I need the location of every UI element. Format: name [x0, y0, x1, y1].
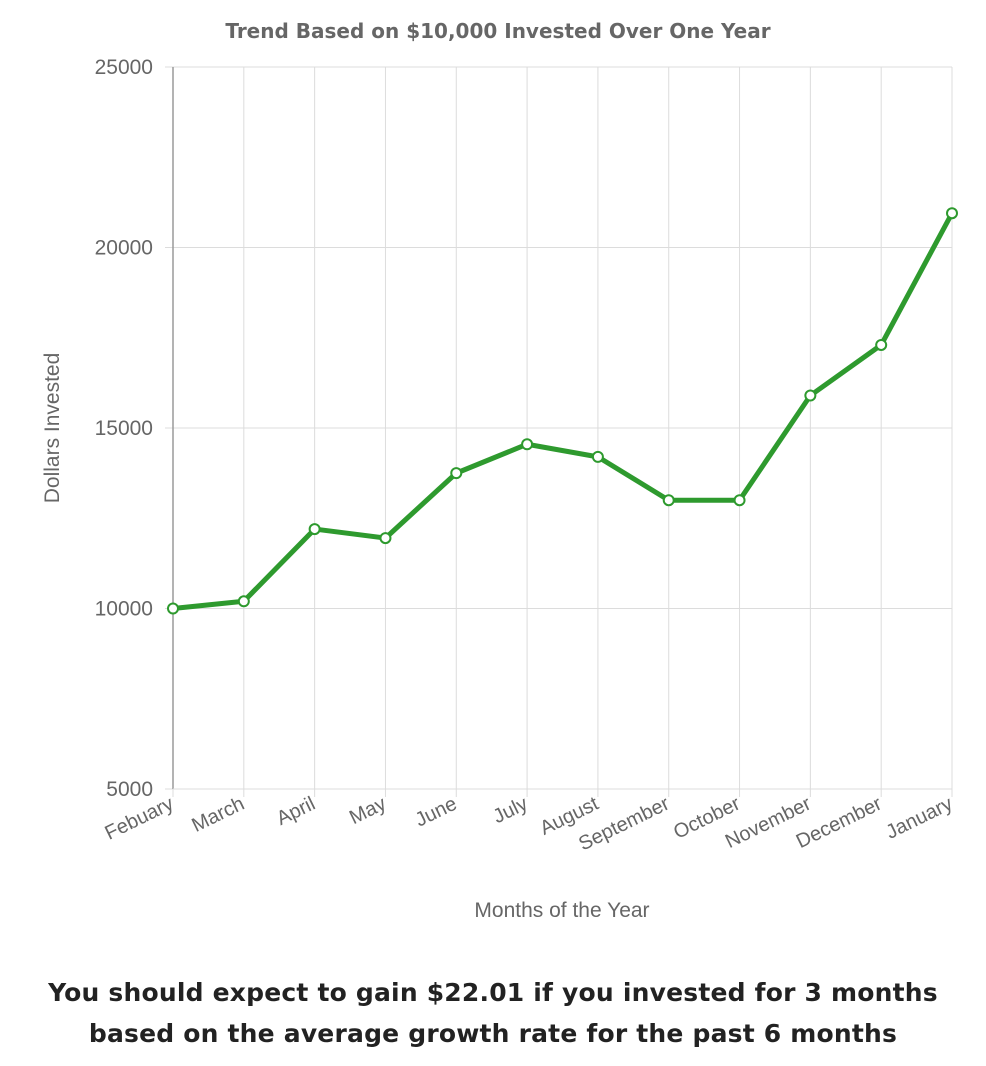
series-line — [170, 210, 955, 611]
data-point — [946, 207, 958, 220]
y-tick-label: 15000 — [95, 417, 153, 440]
data-point — [450, 467, 463, 480]
data-point — [662, 494, 675, 507]
series-group — [167, 207, 958, 615]
data-point — [591, 450, 604, 463]
data-point — [875, 338, 888, 351]
x-axis-ticks: Febuary March April May June July AugustSeptem… — [102, 793, 957, 856]
data-point — [379, 532, 392, 545]
investment-trend-chart: Trend Based on $10,000 Invested Over One… — [41, 19, 958, 922]
x-tick-label: May — [346, 793, 390, 829]
y-axis-title: Dollars Invested — [41, 353, 64, 504]
y-tick-label: 10000 — [95, 598, 153, 621]
x-tick-label: January — [883, 793, 957, 844]
data-point — [521, 438, 534, 451]
y-tick-label: 20000 — [95, 237, 153, 260]
x-tick-label: June — [412, 793, 461, 832]
y-tick-label: 25000 — [95, 56, 153, 79]
x-tick-label: March — [188, 793, 248, 837]
y-axis-ticks: 5000 10000 15000 20000 25000 — [95, 56, 153, 801]
x-tick-label: April — [273, 793, 319, 830]
axes — [172, 67, 952, 790]
data-point — [237, 595, 250, 608]
y-tick-label: 5000 — [106, 778, 153, 801]
grid — [165, 66, 953, 797]
data-point — [804, 389, 817, 402]
x-axis-title: Months of the Year — [474, 899, 649, 922]
data-point — [308, 523, 321, 536]
x-tick-label: July — [490, 793, 532, 828]
data-point — [167, 602, 179, 615]
growth-summary-text: You should expect to gain $22.01 if you … — [48, 978, 938, 1048]
data-point — [733, 494, 746, 507]
chart-title: Trend Based on $10,000 Invested Over One… — [225, 19, 770, 43]
